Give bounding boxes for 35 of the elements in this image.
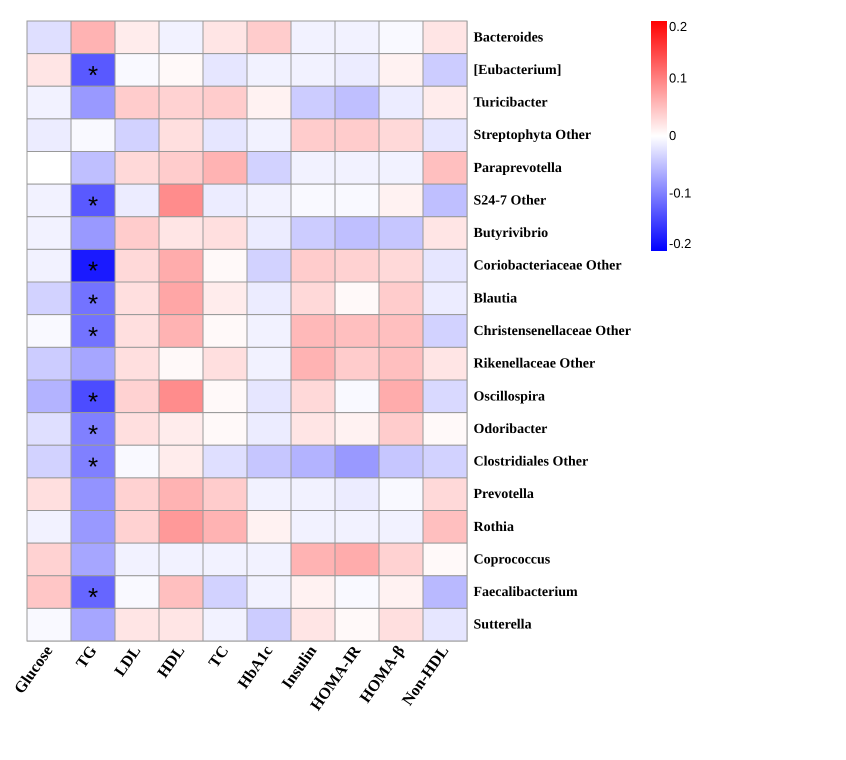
color-bar-label: -0.1 [669,186,692,200]
y-tick-label: Sutterella [474,618,532,633]
y-tick-label: Butyrivibrio [474,226,548,242]
y-tick-label: Oscillospira [474,389,546,404]
y-tick-label: Coprococcus [474,552,551,568]
y-tick-label: Rikenellaceae Other [474,356,596,372]
data-label: * [88,386,98,416]
y-tick-label: [Eubacterium] [474,62,562,78]
y-tick-label: Odoribacter [474,422,548,437]
y-tick-label: Turicibacter [474,96,548,111]
data-label: * [88,288,98,318]
data-label: * [88,582,98,612]
data-label: * [88,452,98,482]
data-label: * [88,190,98,220]
y-tick-label: Christensenellaceae Other [474,324,631,339]
y-tick-label: Faecalibacterium [474,585,578,600]
y-tick-label: Bacteroides [474,30,544,46]
x-tick-label: TC [206,642,232,671]
y-tick-label: Coriobacteriaceae Other [474,258,622,274]
y-tick-label: Paraprevotella [474,160,562,176]
color-bar-label: 0 [669,128,676,143]
data-label: * [88,418,98,449]
y-tick-label: Rothia [474,520,514,535]
color-bar-label: 0.2 [669,19,688,34]
y-tick-label: Streptophyta Other [474,128,592,144]
x-tick-label: TG [73,642,101,672]
color-bar-label: 0.1 [669,70,688,86]
y-tick-label: Prevotella [474,487,534,502]
color-bar-label: -0.2 [669,236,692,251]
y-tick-label: Clostridiales Other [474,454,588,470]
data-label: * [88,60,98,90]
y-tick-label: S24-7 Other [474,193,546,208]
data-label: * [88,256,98,286]
y-tick-label: Blautia [474,291,518,306]
data-label: * [88,321,98,351]
